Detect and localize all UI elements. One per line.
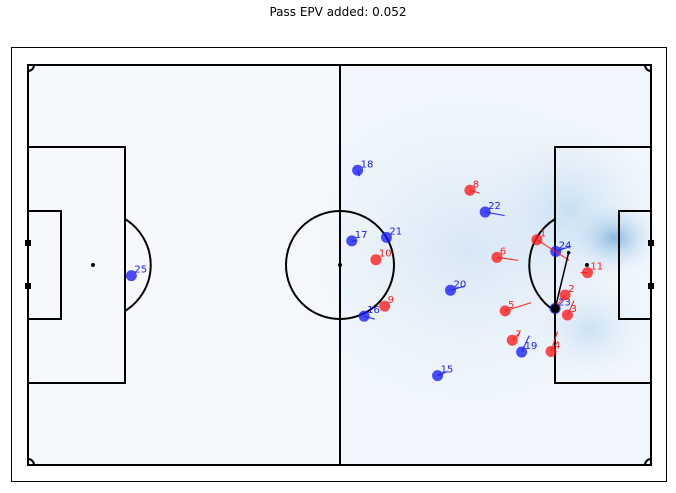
- player-red-11: [581, 267, 593, 279]
- left-penalty-arc: [124, 218, 152, 312]
- center-spot: [338, 263, 342, 267]
- player-label-blue-20: 20: [453, 279, 466, 290]
- player-blue-22: [479, 206, 491, 218]
- left-six-yard-box: [27, 210, 62, 320]
- player-red-3: [561, 309, 573, 321]
- player-blue-17: [346, 235, 358, 247]
- figure-title: Pass EPV added: 0.052: [269, 5, 407, 19]
- player-label-blue-15: 15: [441, 365, 454, 376]
- player-red-8: [464, 184, 476, 196]
- player-red-1: [531, 234, 543, 246]
- epv-glow-lower: [530, 280, 650, 380]
- corner-arc-bl: [27, 458, 35, 466]
- player-red-6: [491, 251, 503, 263]
- player-label-red-9: 9: [388, 295, 394, 306]
- left-goal-post-bottom: [25, 283, 31, 289]
- player-label-red-7: 7: [515, 329, 521, 340]
- player-label-blue-22: 22: [488, 201, 501, 212]
- right-goal-post-top: [648, 240, 654, 246]
- corner-arc-br: [644, 458, 652, 466]
- pitch-spots: [25, 240, 654, 289]
- pass-target-marker: [566, 250, 571, 255]
- player-label-red-4: 4: [554, 340, 560, 351]
- pass-line: [554, 252, 570, 309]
- player-label-blue-25: 25: [134, 265, 147, 276]
- player-blue-16: [358, 310, 370, 322]
- player-blue-25: [125, 270, 137, 282]
- player-red-10: [370, 254, 382, 266]
- player-label-blue-19: 19: [525, 341, 538, 352]
- pitch-markings: [27, 64, 652, 466]
- player-label-blue-18: 18: [361, 159, 374, 170]
- right-six-yard-box: [618, 210, 652, 320]
- player-label-blue-16: 16: [367, 305, 380, 316]
- player-red-7: [506, 334, 518, 346]
- right-goal-post-bottom: [648, 283, 654, 289]
- player-label-blue-23: 23: [558, 298, 571, 309]
- player-red-4: [545, 345, 557, 357]
- left-penalty-spot: [91, 263, 95, 267]
- corner-arc-tr: [644, 64, 652, 72]
- right-penalty-arc: [528, 218, 556, 312]
- player-red-5: [499, 305, 511, 317]
- player-red-9: [379, 300, 391, 312]
- ball: [550, 304, 560, 314]
- player-label-red-6: 6: [500, 246, 506, 257]
- player-blue-18: [352, 164, 364, 176]
- player-label-blue-21: 21: [389, 226, 402, 237]
- player-label-red-11: 11: [590, 262, 603, 273]
- center-circle: [285, 210, 395, 320]
- player-blue-15: [432, 370, 444, 382]
- player-label-red-10: 10: [379, 249, 392, 260]
- player-blue-19: [516, 346, 528, 358]
- player-blue-20: [444, 284, 456, 296]
- player-label-blue-17: 17: [355, 230, 368, 241]
- player-label-red-8: 8: [473, 179, 479, 190]
- left-goal-post-top: [25, 240, 31, 246]
- player-label-blue-24: 24: [559, 240, 572, 251]
- player-label-red-2: 2: [568, 284, 574, 295]
- player-blue-21: [380, 231, 392, 243]
- corner-arc-tl: [27, 64, 35, 72]
- right-penalty-spot: [585, 263, 589, 267]
- player-label-red-3: 3: [570, 304, 576, 315]
- player-label-red-5: 5: [508, 300, 514, 311]
- player-label-red-1: 1: [540, 229, 546, 240]
- player-red-2: [559, 289, 571, 301]
- epv-glow-goal: [570, 203, 660, 273]
- velocity-arrow-red-1: [536, 239, 570, 261]
